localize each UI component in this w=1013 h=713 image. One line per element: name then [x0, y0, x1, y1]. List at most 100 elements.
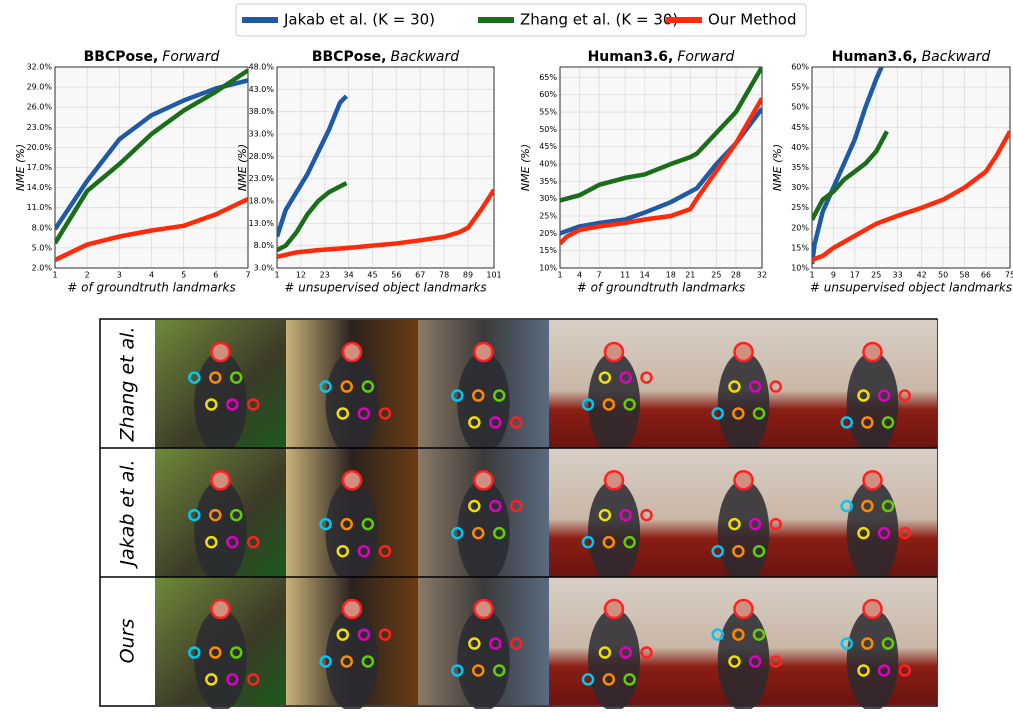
head	[605, 600, 623, 618]
y-axis-label: NME (%)	[14, 144, 27, 191]
photo-grid: Zhang et al. Jakab et al. Ours	[100, 320, 937, 709]
head	[475, 600, 493, 618]
title-sub: Backward	[922, 49, 991, 65]
x-tick-label: 12	[296, 271, 306, 280]
title-main: Human3.6,	[832, 49, 918, 65]
y-tick-label: 38.0%	[249, 107, 275, 116]
person	[326, 480, 379, 583]
y-tick-label: 20%	[539, 229, 557, 238]
x-tick-label: 18	[666, 271, 676, 280]
head	[605, 343, 623, 361]
x-tick-label: 5	[181, 271, 186, 280]
x-tick-label: 9	[831, 271, 836, 280]
y-tick-label: 30%	[539, 194, 557, 203]
title-main: BBCPose,	[84, 49, 159, 65]
head	[475, 343, 493, 361]
y-tick-label: 60%	[791, 63, 809, 72]
head	[605, 471, 623, 489]
y-tick-label: 65%	[539, 73, 557, 82]
x-tick-label: 1	[52, 271, 57, 280]
chart-title: Human3.6,Forward	[588, 49, 735, 65]
y-tick-label: 43.0%	[249, 85, 275, 94]
person	[588, 609, 640, 709]
y-tick-label: 8.0%	[254, 241, 275, 250]
y-tick-label: 8.0%	[32, 223, 53, 232]
x-tick-label: 28	[731, 271, 741, 280]
x-tick-label: 21	[685, 271, 695, 280]
y-tick-label: 32.0%	[27, 63, 53, 72]
chart-title: BBCPose,Forward	[84, 49, 220, 65]
person	[194, 480, 246, 583]
y-tick-label: 35%	[539, 177, 557, 186]
y-axis-label: NME (%)	[771, 144, 784, 191]
x-tick-label: 23	[320, 271, 330, 280]
y-tick-label: 15%	[791, 243, 809, 252]
person	[194, 609, 246, 709]
x-tick-label: 101	[486, 271, 501, 280]
person	[847, 480, 899, 583]
y-tick-label: 60%	[539, 90, 557, 99]
head	[343, 471, 361, 489]
x-tick-label: 42	[917, 271, 927, 280]
y-tick-label: 10%	[791, 264, 809, 273]
y-tick-label: 33.0%	[249, 130, 275, 139]
row-label: Zhang et al.	[117, 327, 139, 443]
y-tick-label: 15%	[539, 246, 557, 255]
x-tick-label: 14	[640, 271, 650, 280]
y-tick-label: 23.0%	[249, 174, 275, 183]
y-tick-label: 5.0%	[32, 243, 53, 252]
y-tick-label: 50%	[791, 103, 809, 112]
y-tick-label: 23.0%	[27, 123, 53, 132]
title-sub: Backward	[390, 49, 459, 65]
x-tick-label: 1	[809, 271, 814, 280]
y-tick-label: 20.0%	[27, 143, 53, 152]
head	[212, 471, 230, 489]
head	[864, 343, 882, 361]
x-tick-label: 89	[463, 271, 473, 280]
x-tick-label: 1	[557, 271, 562, 280]
row-label: Ours	[117, 619, 139, 664]
x-axis-label: # of groundtruth landmarks	[67, 281, 235, 295]
chart-title: Human3.6,Backward	[832, 49, 991, 65]
x-tick-label: 7	[597, 271, 602, 280]
title-main: BBCPose,	[312, 49, 387, 65]
y-tick-label: 28.0%	[249, 152, 275, 161]
y-tick-label: 48.0%	[249, 63, 275, 72]
x-tick-label: 17	[850, 271, 860, 280]
legend-label: Jakab et al. (K = 30)	[283, 11, 435, 29]
x-tick-label: 6	[213, 271, 218, 280]
y-tick-label: 3.0%	[254, 264, 275, 273]
row-label: Jakab et al.	[117, 459, 139, 569]
x-tick-label: 25	[871, 271, 881, 280]
x-tick-label: 58	[959, 271, 969, 280]
y-tick-label: 55%	[791, 83, 809, 92]
x-tick-label: 7	[245, 271, 250, 280]
person	[457, 352, 509, 454]
y-tick-label: 10%	[539, 264, 557, 273]
head	[735, 471, 753, 489]
y-tick-label: 40%	[539, 160, 557, 169]
person	[718, 352, 770, 454]
y-tick-label: 30%	[791, 183, 809, 192]
x-tick-label: 67	[415, 271, 425, 280]
person	[718, 480, 770, 583]
x-axis-label: # unsupervised object landmarks	[810, 281, 1012, 295]
x-tick-label: 4	[149, 271, 154, 280]
person	[194, 352, 246, 454]
head	[864, 600, 882, 618]
x-tick-label: 32	[757, 271, 767, 280]
y-tick-label: 45%	[791, 123, 809, 132]
y-axis-label: NME (%)	[236, 144, 249, 191]
head	[343, 343, 361, 361]
y-tick-label: 18.0%	[249, 197, 275, 206]
y-tick-label: 13.0%	[249, 219, 275, 228]
x-tick-label: 33	[893, 271, 903, 280]
legend-label: Zhang et al. (K = 30)	[520, 11, 678, 29]
x-tick-label: 78	[439, 271, 449, 280]
title-sub: Forward	[677, 49, 734, 65]
x-tick-label: 2	[85, 271, 90, 280]
y-axis-label: NME (%)	[519, 144, 532, 191]
head	[475, 471, 493, 489]
title-main: Human3.6,	[588, 49, 674, 65]
person	[847, 609, 899, 709]
